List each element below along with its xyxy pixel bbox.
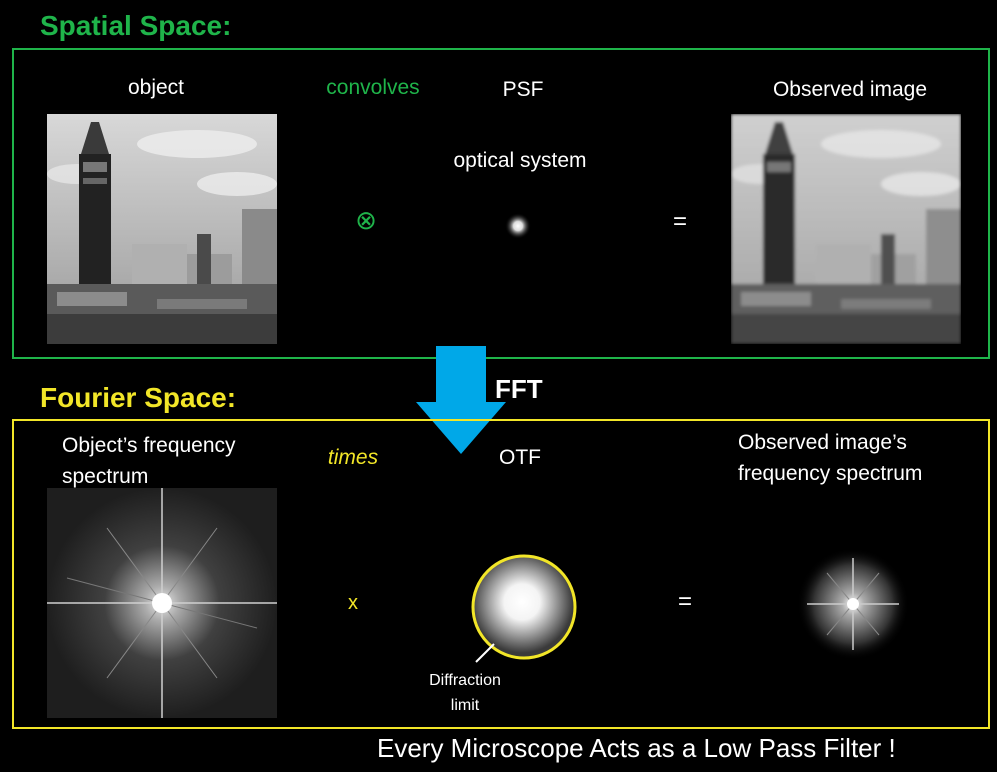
otf-disk (470, 553, 578, 661)
observed-spectrum-label-line1: Observed image’s (738, 431, 907, 454)
object-label: object (127, 76, 185, 99)
fft-label: FFT (495, 374, 543, 404)
psf-label: PSF (502, 78, 544, 101)
object-spectrum-label-line1: Object’s frequency (62, 434, 236, 457)
object-spectrum-image (47, 488, 277, 718)
spatial-space-frame (12, 48, 990, 359)
fft-arrow-icon (416, 346, 506, 454)
psf-spot (505, 213, 531, 239)
times-label: times (327, 446, 379, 469)
observed-spectrum-image (797, 548, 909, 660)
fourier-equals-sign: = (677, 588, 692, 615)
convolution-icon: ⊗ (355, 205, 377, 235)
observed-image (731, 114, 961, 344)
observed-image-label: Observed image (772, 78, 928, 101)
spatial-space-title: Spatial Space: (40, 10, 232, 41)
fourier-space-frame (12, 419, 990, 729)
otf-label: OTF (499, 446, 541, 469)
footer-caption: Every Microscope Acts as a Low Pass Filt… (377, 733, 896, 763)
object-spectrum-label-line2: spectrum (62, 465, 149, 488)
diffraction-pointer-line (470, 640, 500, 670)
diffraction-label-line2: limit (450, 697, 480, 714)
times-symbol: x (348, 592, 358, 614)
spatial-equals-sign: = (672, 208, 687, 235)
diffraction-limit-label: Diffraction limit (410, 668, 520, 718)
observed-spectrum-label-line2: frequency spectrum (738, 462, 923, 485)
object-spectrum-label: Object’s frequency spectrum (62, 430, 236, 492)
observed-spectrum-label: Observed image’s frequency spectrum (738, 427, 922, 489)
fourier-space-title: Fourier Space: (40, 382, 237, 413)
optical-system-label: optical system (453, 149, 587, 172)
diffraction-label-line1: Diffraction (429, 672, 501, 689)
convolves-label: convolves (326, 76, 420, 99)
object-image (47, 114, 277, 344)
